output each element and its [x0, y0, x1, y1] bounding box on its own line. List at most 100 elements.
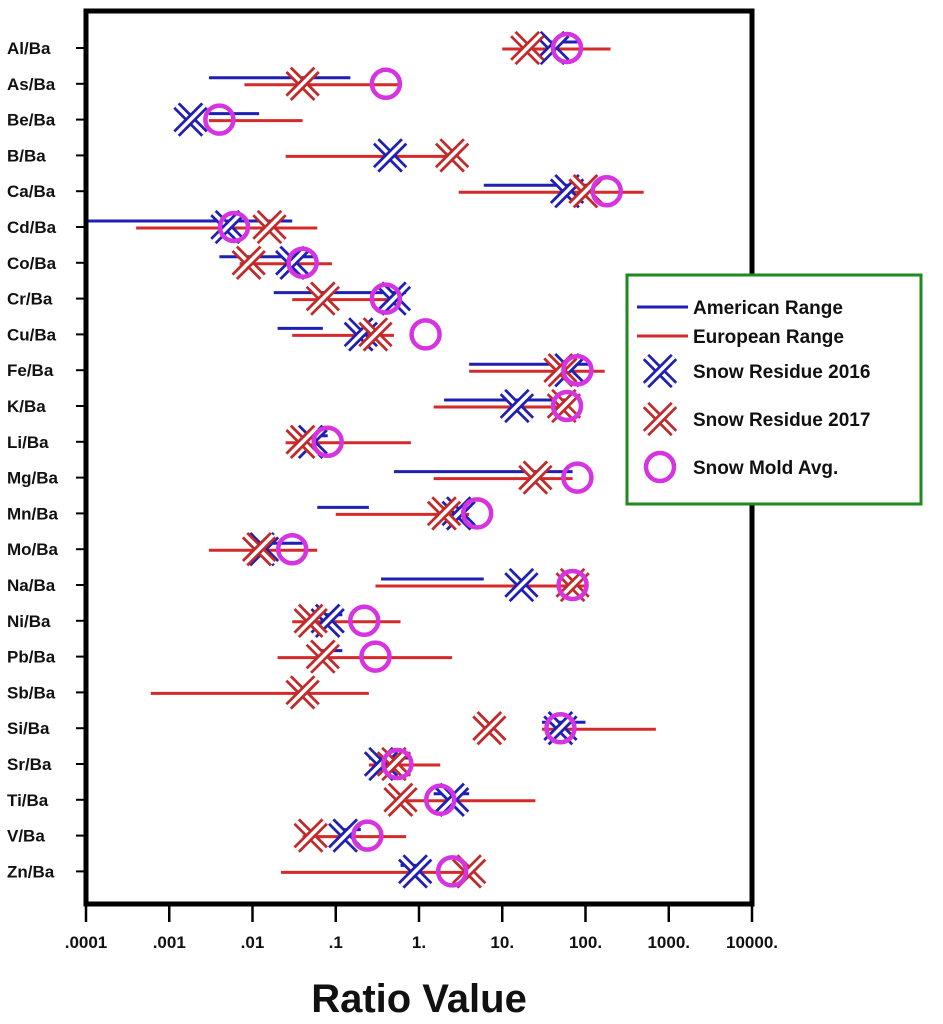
snow-residue-2017-marker: [426, 496, 462, 531]
snow-residue-2017-marker: [293, 603, 328, 638]
x-tick-label: 10000.: [726, 933, 778, 952]
snow-mold-avg-marker: [460, 497, 494, 530]
x-tick-label: 10.: [490, 933, 514, 952]
legend-item-snow-residue-2017: Snow Residue 2017: [642, 401, 870, 437]
tick-layer: [76, 47, 754, 922]
snow-mold-avg-marker: [311, 425, 344, 459]
x-axis-title: Ratio Value: [311, 977, 527, 1021]
snow-mold-avg-marker: [217, 210, 251, 244]
snow-residue-2016-marker: [398, 854, 433, 889]
snow-mold-avg-marker: [435, 855, 469, 888]
category-label: Pb/Ba: [7, 648, 56, 667]
x-tick-label: 1.: [412, 933, 426, 952]
legend-x-swatch: [642, 401, 678, 437]
legend-label: Snow Residue 2017: [693, 410, 870, 431]
legend-label: Snow Residue 2016: [693, 362, 870, 383]
legend-label: European Range: [693, 327, 844, 348]
snow-mold-avg-marker: [550, 31, 584, 65]
x-tick-label: .1: [329, 933, 343, 952]
category-label: B/Ba: [7, 146, 46, 165]
category-label: Li/Ba: [7, 433, 49, 452]
category-label: As/Ba: [7, 75, 56, 94]
snow-mold-avg-marker: [590, 174, 624, 208]
x-tick-label: 1000.: [647, 933, 690, 952]
snow-residue-2017-marker: [285, 424, 320, 459]
category-label: Mg/Ba: [7, 469, 59, 488]
category-label: Fe/Ba: [7, 361, 54, 380]
snow-residue-2017-marker: [358, 317, 393, 352]
snow-mold-avg-marker: [424, 783, 457, 817]
category-label: K/Ba: [7, 397, 46, 416]
category-label: Be/Ba: [7, 111, 56, 130]
category-label: Co/Ba: [7, 254, 57, 273]
snow-residue-2017-marker: [518, 460, 553, 495]
snow-mold-avg-marker: [369, 67, 403, 101]
x-tick-label: .0001: [65, 933, 108, 952]
snow-mold-avg-marker: [561, 353, 594, 387]
x-tick-label: 100.: [569, 933, 602, 952]
snow-residue-2016-marker: [372, 138, 408, 173]
snow-residue-2017-marker: [241, 532, 277, 567]
snow-mold-avg-marker: [381, 747, 414, 781]
snow-mold-avg-marker: [351, 819, 384, 852]
category-label: Cd/Ba: [7, 218, 57, 237]
category-label: Ca/Ba: [7, 182, 56, 201]
x-tick-label: .01: [241, 933, 265, 952]
snow-mold-avg-marker: [369, 282, 403, 315]
snow-mold-avg-marker: [544, 711, 577, 745]
snow-residue-2017-marker: [252, 209, 287, 245]
snow-residue-2017-marker: [293, 818, 328, 853]
snow-residue-2017-marker: [305, 281, 341, 316]
snow-residue-2017-marker: [434, 138, 470, 173]
snow-mold-avg-marker: [348, 604, 381, 638]
category-label: Si/Ba: [7, 719, 50, 738]
snow-residue-2016-marker: [173, 102, 208, 137]
snow-mold-avg-marker: [550, 389, 584, 423]
snow-residue-2017-marker: [472, 711, 507, 746]
category-label: Sr/Ba: [7, 755, 52, 774]
snow-mold-avg-marker: [286, 246, 319, 280]
legend-item-snow-residue-2016: Snow Residue 2016: [642, 353, 870, 389]
snow-residue-2017-marker: [285, 675, 320, 710]
legend-label: American Range: [693, 298, 843, 319]
snow-mold-avg-marker: [561, 461, 594, 494]
category-label: V/Ba: [7, 827, 45, 846]
legend-x-swatch: [642, 353, 678, 389]
legend-item-european-range: European Range: [637, 327, 844, 348]
category-label: Ti/Ba: [7, 791, 49, 810]
snow-residue-2016-marker: [210, 209, 245, 245]
legend-label: Snow Mold Avg.: [693, 458, 838, 479]
snow-residue-2017-marker: [510, 30, 545, 66]
range-layer: [88, 40, 656, 874]
snow-residue-2017-marker: [383, 782, 418, 817]
category-label: Zn/Ba: [7, 862, 55, 881]
legend-circle-swatch: [643, 450, 677, 484]
snow-mold-avg-marker: [409, 318, 442, 351]
category-label: Mo/Ba: [7, 540, 59, 559]
snow-residue-2017-marker: [231, 245, 266, 280]
snow-residue-2016-marker: [549, 353, 585, 388]
category-label: Sb/Ba: [7, 683, 56, 702]
snow-residue-2016-marker: [376, 281, 412, 316]
category-label: Ni/Ba: [7, 612, 51, 631]
marker-layer: [173, 30, 624, 889]
snow-residue-2016-marker: [504, 567, 539, 603]
snow-residue-2017-marker: [305, 639, 341, 674]
category-label: Al/Ba: [7, 39, 51, 58]
x-tick-label: .001: [153, 933, 186, 952]
category-label: Cu/Ba: [7, 325, 57, 344]
snow-residue-2016-marker: [275, 245, 310, 280]
snow-mold-avg-marker: [359, 640, 392, 673]
snow-mold-avg-marker: [275, 532, 309, 566]
category-label: Mn/Ba: [7, 504, 59, 523]
legend-item-snow-mold-avg: Snow Mold Avg.: [643, 450, 838, 484]
label-layer: Al/Ba As/Ba Be/Ba B/Ba Ca/Ba Cd/Ba Co/Ba Cr/Ba C…: [7, 39, 778, 952]
category-label: Na/Ba: [7, 576, 56, 595]
category-label: Cr/Ba: [7, 290, 53, 309]
snow-mold-avg-marker: [556, 568, 589, 602]
legend: American Range European Range Snow Residue…: [625, 273, 923, 506]
legend-item-american-range: American Range: [637, 298, 843, 319]
snow-mold-avg-marker: [203, 103, 236, 136]
snow-residue-2017-marker: [285, 66, 320, 101]
